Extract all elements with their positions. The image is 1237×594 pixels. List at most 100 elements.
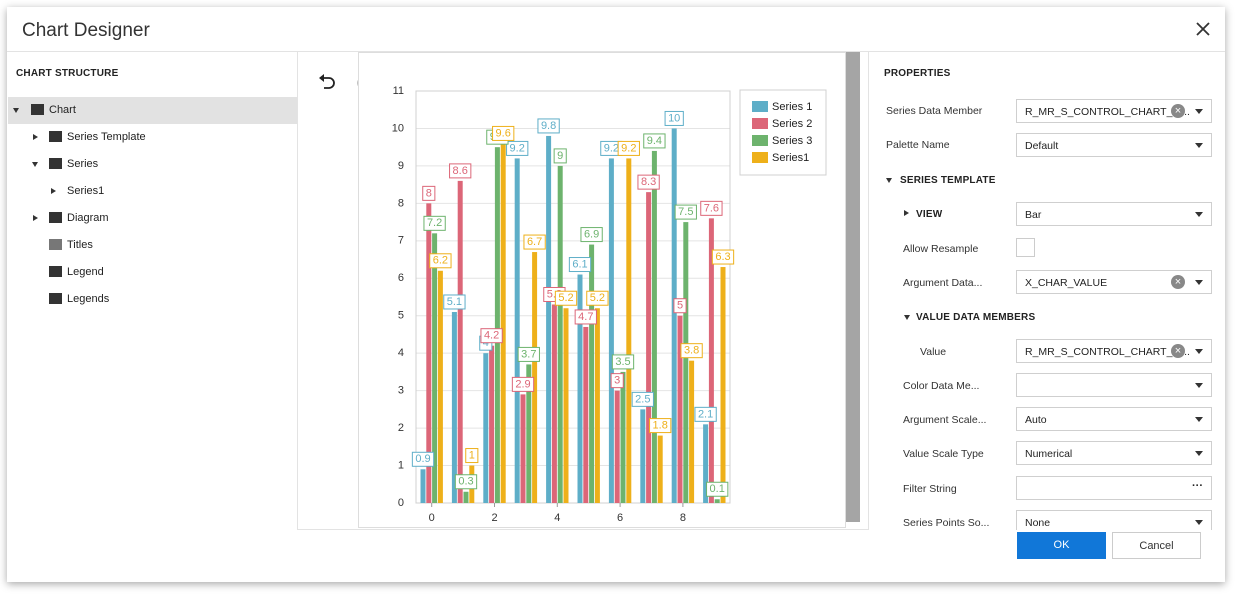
bar	[420, 469, 426, 503]
tree-selection	[8, 97, 297, 124]
caret	[1195, 109, 1203, 114]
dropdown[interactable]: Numerical	[1016, 441, 1212, 465]
data-label-text: 9.2	[604, 142, 619, 154]
tree-item[interactable]: Series	[67, 158, 99, 170]
data-label: 3	[610, 373, 624, 389]
data-label-text: 4.7	[578, 311, 593, 323]
data-label-text: 1	[469, 449, 475, 461]
tree-item[interactable]: Chart	[49, 104, 76, 116]
x-tick-label: 0	[429, 512, 435, 524]
clear-button[interactable]: ×	[1171, 275, 1185, 289]
expander[interactable]	[886, 178, 892, 183]
tree-item[interactable]: Legends	[67, 293, 110, 305]
data-label: 3.5	[611, 354, 635, 370]
checkbox[interactable]	[1016, 238, 1035, 257]
dropdown[interactable]: X_CHAR_VALUE ×	[1016, 270, 1212, 294]
bar	[532, 252, 538, 503]
data-label-text: 0.9	[415, 453, 430, 465]
y-tick-label: 5	[398, 310, 404, 322]
bar	[500, 143, 506, 503]
clear-button[interactable]: ×	[1171, 344, 1185, 358]
bar	[677, 315, 683, 503]
data-label-box	[537, 118, 560, 134]
data-label: 7.6	[700, 200, 723, 216]
data-label-text: 7.6	[704, 202, 719, 214]
data-label-text: 3	[614, 375, 620, 387]
data-label: 0.9	[411, 451, 435, 467]
tree-item[interactable]: Legend	[67, 266, 104, 278]
data-label: 9.2	[506, 140, 529, 156]
data-label: 5.1	[443, 294, 466, 310]
data-label: 6.2	[429, 253, 452, 269]
x-tick-label: 8	[680, 512, 686, 524]
y-tick-label: 1	[398, 459, 404, 471]
data-label-box	[649, 418, 672, 434]
data-label-text: 4.2	[484, 330, 499, 342]
dropdown[interactable]	[1016, 373, 1212, 397]
dropdown[interactable]: None	[1016, 510, 1212, 530]
bar	[457, 180, 463, 503]
bar	[483, 353, 489, 503]
data-label: 5.2	[554, 290, 578, 306]
close-button[interactable]	[1196, 22, 1210, 36]
ellipsis-button[interactable]: ···	[1192, 480, 1203, 492]
expander[interactable]	[33, 215, 38, 221]
y-tick-label: 9	[398, 160, 404, 172]
data-label: 7.5	[674, 204, 697, 220]
data-label: 9	[553, 148, 567, 164]
tree-item[interactable]: Titles	[67, 239, 93, 251]
ok-button[interactable]: OK	[1017, 532, 1106, 559]
dropdown[interactable]: R_MR_S_CONTROL_CHART_LI... ×	[1016, 99, 1212, 123]
data-label: 6.7	[523, 234, 546, 250]
data-label: 6.1	[568, 257, 592, 273]
bar	[594, 308, 600, 503]
tree-item[interactable]: Series Template	[67, 131, 146, 143]
data-label-box	[674, 204, 697, 220]
clear-button[interactable]: ×	[1171, 104, 1185, 118]
caret	[1195, 212, 1203, 217]
data-label: 2.1	[694, 406, 717, 422]
dropdown[interactable]: R_MR_S_CONTROL_CHART_LI... ×	[1016, 339, 1212, 363]
dropdown[interactable]: Default	[1016, 133, 1212, 157]
expander[interactable]	[13, 108, 19, 113]
data-label-box	[706, 481, 729, 497]
bar	[432, 233, 438, 503]
text-input[interactable]: ···	[1016, 476, 1212, 500]
dropdown[interactable]: Auto	[1016, 407, 1212, 431]
dropdown-value: Numerical	[1025, 448, 1073, 460]
data-label: 9.6	[492, 125, 515, 141]
undo-button[interactable]	[318, 74, 336, 90]
dropdown[interactable]: Bar	[1016, 202, 1212, 226]
bar	[494, 147, 500, 503]
expander[interactable]	[33, 134, 38, 140]
tree-item[interactable]: Diagram	[67, 212, 109, 224]
y-tick-label: 2	[398, 422, 404, 434]
scrollbar[interactable]	[846, 52, 860, 522]
expander[interactable]	[51, 188, 56, 194]
data-label-box	[523, 234, 546, 250]
icon	[31, 104, 44, 115]
data-label-text: 9.8	[541, 120, 556, 132]
data-label: 9.8	[537, 118, 560, 134]
expander[interactable]	[32, 162, 38, 167]
cancel-button[interactable]: Cancel	[1112, 532, 1201, 559]
data-label-box	[411, 451, 435, 467]
caret	[1195, 349, 1203, 354]
data-label-text: 3.5	[615, 356, 630, 368]
expander[interactable]	[904, 315, 910, 320]
data-label: 1	[465, 448, 479, 464]
property-label: Palette Name	[886, 139, 950, 151]
legend-swatch	[752, 135, 768, 146]
caret	[1195, 520, 1203, 525]
caret	[1195, 280, 1203, 285]
data-label: 6.9	[580, 227, 603, 243]
divider	[297, 52, 298, 530]
data-label-text: 9.2	[510, 142, 525, 154]
bar	[608, 158, 614, 503]
bar	[689, 360, 695, 503]
tree-item[interactable]: Series1	[67, 185, 105, 197]
data-label: 5	[673, 298, 687, 314]
expander[interactable]	[904, 210, 909, 216]
legend-swatch	[752, 118, 768, 129]
legend-swatch	[752, 152, 768, 163]
